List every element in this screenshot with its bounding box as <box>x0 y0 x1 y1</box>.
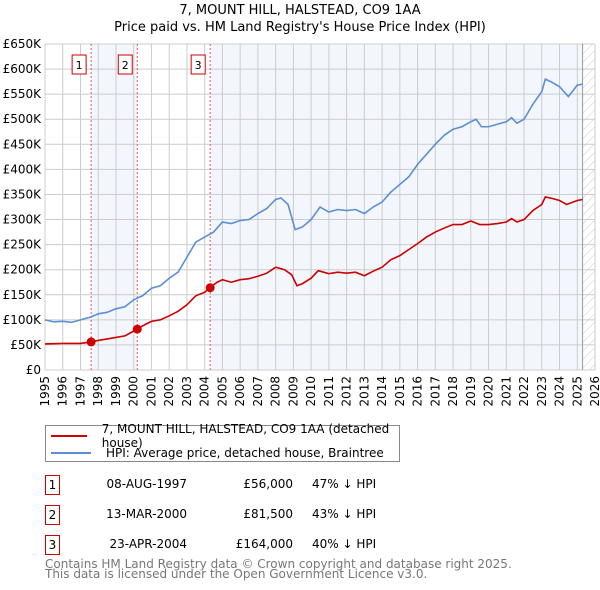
shaded-period <box>210 44 583 370</box>
future-hatch <box>582 44 595 370</box>
legend-swatch-red <box>51 435 87 437</box>
sale-price: £56,000 <box>243 477 293 491</box>
x-tick-label: 2023 <box>535 376 549 407</box>
sale-hpi-diff: 43% ↓ HPI <box>312 507 377 521</box>
x-tick-label: 2026 <box>588 376 600 407</box>
y-tick-label: £50K <box>10 338 42 352</box>
sale-point <box>86 337 96 347</box>
x-tick-label: 2016 <box>411 376 425 407</box>
y-tick-label: £450K <box>3 137 43 151</box>
sale-label: 3 <box>195 59 202 72</box>
x-tick-label: 1999 <box>109 376 123 407</box>
x-tick-label: 2015 <box>393 376 407 407</box>
sale-row: 2 13-MAR-2000 £81,500 43% ↓ HPI <box>45 505 425 525</box>
x-tick-label: 2012 <box>340 376 354 407</box>
x-tick-label: 2008 <box>269 376 283 407</box>
x-tick-label: 2005 <box>215 376 229 407</box>
y-tick-label: £500K <box>3 112 43 126</box>
x-tick-label: 2017 <box>428 376 442 407</box>
legend-item-property: 7, MOUNT HILL, HALSTEAD, CO9 1AA (detach… <box>46 422 399 450</box>
x-tick-label: 2011 <box>322 376 336 407</box>
sale-label: 2 <box>122 59 129 72</box>
sale-label-box <box>190 54 206 75</box>
x-tick-label: 2019 <box>464 376 478 407</box>
sale-label: 1 <box>76 59 83 72</box>
legend: 7, MOUNT HILL, HALSTEAD, CO9 1AA (detach… <box>45 422 400 462</box>
x-tick-label: 1995 <box>38 376 52 407</box>
x-tick-label: 2002 <box>162 376 176 407</box>
y-tick-label: £350K <box>3 187 43 201</box>
sale-point <box>132 324 142 334</box>
y-tick-label: £200K <box>3 263 43 277</box>
sale-date: 23-APR-2004 <box>109 537 187 551</box>
sale-marker: 1 <box>45 475 60 495</box>
y-tick-label: £250K <box>3 238 43 252</box>
sale-row: 3 23-APR-2004 £164,000 40% ↓ HPI <box>45 535 425 555</box>
x-tick-label: 2014 <box>375 376 389 407</box>
sale-price: £81,500 <box>243 507 293 521</box>
y-tick-label: £0 <box>26 363 41 377</box>
price-chart: 7, MOUNT HILL, HALSTEAD, CO9 1AA Price p… <box>3 3 600 407</box>
y-tick-label: £100K <box>3 313 43 327</box>
x-tick-label: 2007 <box>251 376 265 407</box>
y-tick-label: £550K <box>3 87 43 101</box>
hpi-line <box>44 77 583 324</box>
sale-hpi-diff: 40% ↓ HPI <box>312 537 377 551</box>
x-tick-label: 2022 <box>517 376 531 407</box>
x-tick-label: 2000 <box>127 376 141 407</box>
y-tick-label: £650K <box>3 37 43 51</box>
sale-marker: 3 <box>45 535 60 555</box>
x-tick-label: 1996 <box>56 376 70 407</box>
x-tick-label: 2004 <box>198 376 212 407</box>
x-tick-label: 2003 <box>180 376 194 407</box>
legend-label: HPI: Average price, detached house, Brai… <box>106 446 384 460</box>
sale-price: £164,000 <box>235 537 293 551</box>
footer-line: Contains HM Land Registry data © Crown c… <box>45 557 512 571</box>
sale-row: 1 08-AUG-1997 £56,000 47% ↓ HPI <box>45 475 425 495</box>
x-tick-label: 2024 <box>553 376 567 407</box>
x-tick-label: 2001 <box>144 376 158 407</box>
footer-line: This data is licensed under the Open Gov… <box>45 567 428 581</box>
sale-hpi-diff: 47% ↓ HPI <box>312 477 377 491</box>
x-tick-label: 2006 <box>233 376 247 407</box>
legend-swatch-blue <box>51 452 91 454</box>
x-tick-label: 1998 <box>91 376 105 407</box>
legend-item-hpi: HPI: Average price, detached house, Brai… <box>46 445 384 461</box>
x-tick-label: 2025 <box>570 376 584 407</box>
sale-point <box>205 283 215 293</box>
property-line <box>44 196 583 345</box>
x-tick-label: 2010 <box>304 376 318 407</box>
legend-label: 7, MOUNT HILL, HALSTEAD, CO9 1AA (detach… <box>101 422 390 450</box>
x-tick-label: 2021 <box>499 376 513 407</box>
sale-date: 08-AUG-1997 <box>106 477 188 491</box>
y-tick-label: £150K <box>3 288 43 302</box>
shaded-period <box>91 44 138 370</box>
sale-marker: 2 <box>45 505 60 525</box>
footer: Contains HM Land Registry data © Crown c… <box>45 557 512 581</box>
sale-label-box <box>117 54 133 75</box>
sale-date: 13-MAR-2000 <box>106 507 187 521</box>
x-tick-label: 1997 <box>73 376 87 407</box>
x-tick-label: 2013 <box>357 376 371 407</box>
y-tick-label: £300K <box>3 213 43 227</box>
y-tick-label: £600K <box>3 62 43 76</box>
chart-title: 7, MOUNT HILL, HALSTEAD, CO9 1AA <box>179 3 420 18</box>
x-tick-label: 2018 <box>446 376 460 407</box>
x-tick-label: 2009 <box>286 376 300 407</box>
chart-subtitle: Price paid vs. HM Land Registry's House … <box>114 20 486 35</box>
sale-label-box <box>71 54 87 75</box>
y-tick-label: £400K <box>3 162 43 176</box>
x-tick-label: 2020 <box>482 376 496 407</box>
